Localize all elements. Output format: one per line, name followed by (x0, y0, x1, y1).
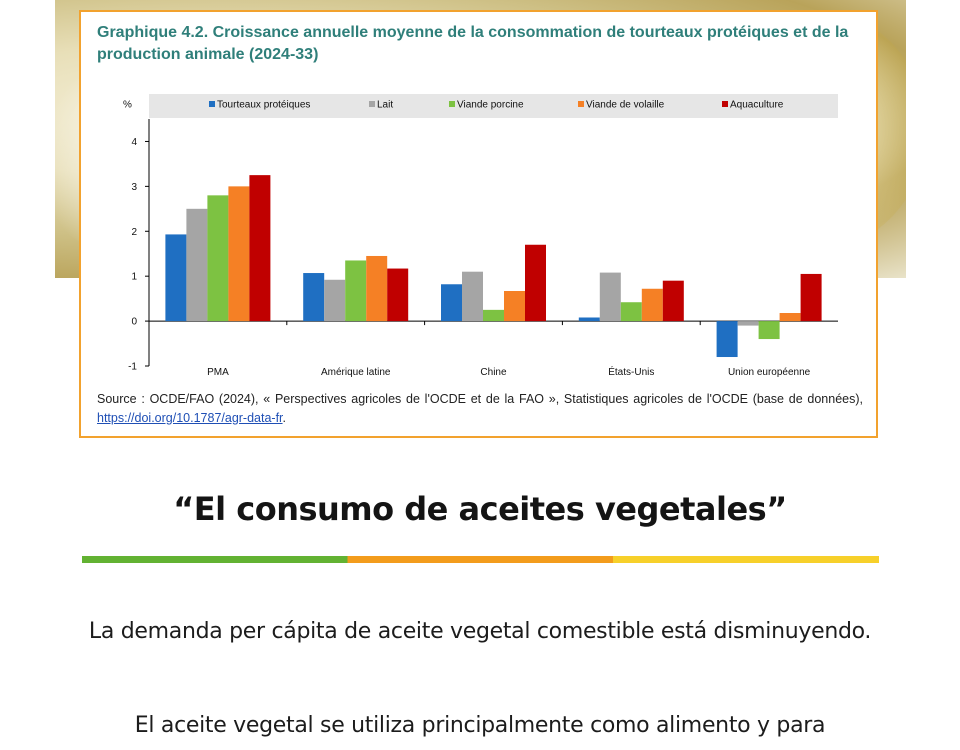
x-category-label: Amérique latine (321, 367, 391, 378)
bar (716, 321, 738, 358)
x-category-label: Chine (480, 367, 507, 378)
legend-label: Viande de volaille (586, 100, 665, 111)
bar (345, 260, 367, 322)
source-link[interactable]: https://doi.org/10.1787/agr-data-fr (97, 411, 283, 425)
chart-card: Graphique 4.2. Croissance annuelle moyen… (79, 10, 878, 438)
bar (800, 273, 822, 322)
bar (441, 284, 462, 322)
bar (366, 255, 388, 322)
x-category-label: PMA (207, 367, 229, 378)
bar (578, 317, 600, 322)
bar (249, 175, 271, 322)
tricolor-divider (82, 556, 879, 563)
legend-swatch (369, 101, 375, 107)
body-paragraph: La demanda per cápita de aceite vegetal … (88, 619, 872, 644)
section-heading: “El consumo de aceites vegetales” (173, 490, 787, 528)
bar (207, 195, 229, 322)
bar (462, 271, 483, 322)
legend-label: Tourteaux protéiques (217, 100, 310, 111)
bar (504, 291, 525, 322)
bar (599, 272, 621, 322)
bar-chart: Tourteaux protéiques Lait Viande porcine Vi… (123, 94, 838, 378)
bar (165, 234, 187, 322)
bar (662, 280, 684, 322)
legend-swatch (449, 101, 455, 107)
bar (779, 313, 801, 322)
legend-label: Aquaculture (730, 100, 784, 111)
legend-label: Lait (377, 100, 393, 111)
bar (641, 288, 663, 322)
y-tick-label: -1 (128, 362, 137, 373)
x-category-label: États-Unis (608, 365, 654, 378)
bar (525, 244, 546, 322)
bar (758, 321, 780, 340)
legend-swatch (578, 101, 584, 107)
chart-source: Source : OCDE/FAO (2024), « Perspectives… (97, 390, 863, 428)
y-tick-label: 4 (131, 137, 137, 148)
legend-swatch (722, 101, 728, 107)
bar (186, 208, 208, 322)
body-paragraph: El aceite vegetal se utiliza principalme… (134, 713, 826, 738)
legend-swatch (209, 101, 215, 107)
bar (387, 268, 409, 322)
bar (737, 321, 759, 326)
x-category-label: Union européenne (728, 367, 811, 378)
source-period: . (282, 411, 287, 425)
chart-title: Graphique 4.2. Croissance annuelle moyen… (97, 24, 849, 63)
bar (324, 279, 346, 322)
bar (483, 309, 504, 322)
legend-label: Viande porcine (457, 100, 524, 111)
y-tick-label: 3 (131, 182, 137, 193)
bar (303, 273, 325, 322)
y-tick-label: 1 (131, 272, 137, 283)
y-tick-label: 0 (131, 317, 137, 328)
y-tick-label: 2 (131, 227, 137, 238)
bar (620, 302, 642, 322)
source-text: Source : OCDE/FAO (2024), « Perspectives… (97, 392, 863, 406)
bar (228, 186, 250, 322)
y-axis-unit: % (123, 100, 132, 111)
